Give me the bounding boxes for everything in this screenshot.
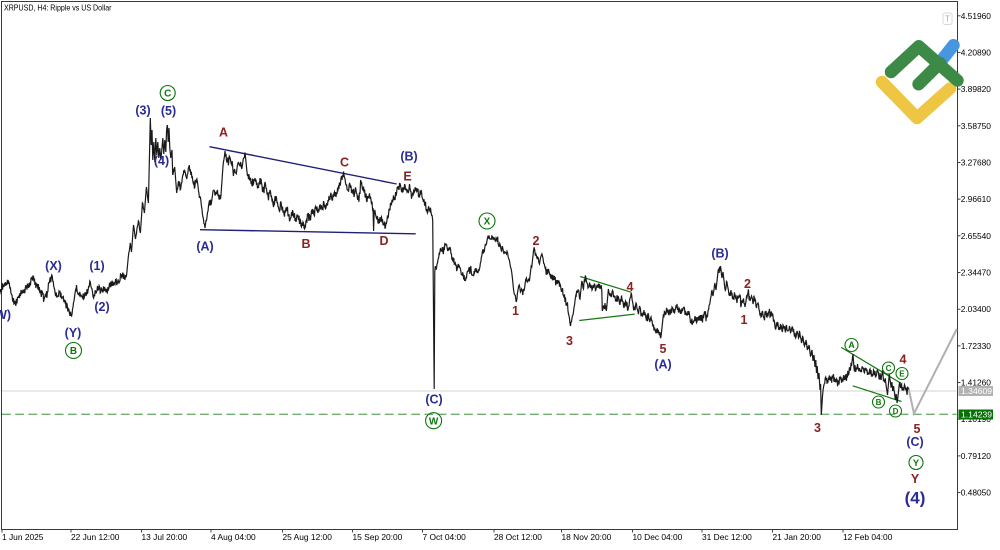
svg-text:(X): (X) [45, 259, 62, 273]
svg-text:28 Oct 12:00: 28 Oct 12:00 [494, 532, 542, 542]
svg-text:B: B [876, 398, 882, 407]
svg-text:1.34609: 1.34609 [961, 386, 992, 396]
svg-text:C: C [886, 364, 892, 373]
svg-text:3.89820: 3.89820 [961, 84, 992, 94]
svg-text:1 Jun 2025: 1 Jun 2025 [2, 532, 44, 542]
svg-text:(B): (B) [400, 150, 417, 164]
svg-text:Y: Y [911, 472, 920, 486]
svg-text:25 Aug 12:00: 25 Aug 12:00 [283, 532, 333, 542]
svg-text:0.79120: 0.79120 [961, 451, 992, 461]
svg-text:E: E [899, 369, 905, 378]
svg-text:2.96610: 2.96610 [961, 194, 992, 204]
svg-text:1: 1 [512, 304, 519, 318]
svg-text:E: E [403, 169, 411, 183]
svg-text:4: 4 [900, 352, 907, 366]
svg-text:2.34470: 2.34470 [961, 268, 992, 278]
svg-text:(Y): (Y) [65, 326, 82, 340]
svg-text:D: D [379, 234, 388, 248]
svg-text:1.41260: 1.41260 [961, 378, 992, 388]
svg-text:D: D [893, 407, 899, 416]
svg-text:(B): (B) [711, 247, 728, 261]
svg-text:7 Oct 04:00: 7 Oct 04:00 [423, 532, 467, 542]
svg-text:0.48050: 0.48050 [961, 488, 992, 498]
svg-text:C: C [164, 89, 171, 100]
svg-text:3.58750: 3.58750 [961, 121, 992, 131]
svg-text:2: 2 [744, 277, 751, 291]
svg-text:31 Dec 12:00: 31 Dec 12:00 [702, 532, 752, 542]
svg-text:(3): (3) [135, 104, 150, 118]
svg-text:3.27680: 3.27680 [961, 158, 992, 168]
svg-text:(4): (4) [905, 489, 926, 508]
svg-text:10 Dec 04:00: 10 Dec 04:00 [633, 532, 683, 542]
svg-text:(W): (W) [0, 308, 11, 322]
svg-text:(C): (C) [906, 435, 923, 449]
svg-text:XRPUSD, H4: Ripple vs US Doll: XRPUSD, H4: Ripple vs US Dollar [4, 3, 112, 13]
svg-text:5: 5 [660, 342, 667, 356]
svg-text:(4): (4) [154, 154, 169, 168]
svg-text:(5): (5) [161, 104, 176, 118]
svg-text:(A): (A) [196, 240, 213, 254]
svg-text:2.65540: 2.65540 [961, 231, 992, 241]
svg-text:5: 5 [914, 422, 921, 436]
svg-text:4 Aug 04:00: 4 Aug 04:00 [211, 532, 256, 542]
svg-text:A: A [219, 125, 228, 139]
svg-text:B: B [70, 346, 77, 357]
svg-text:13 Jul 20:00: 13 Jul 20:00 [142, 532, 188, 542]
svg-text:15 Sep 20:00: 15 Sep 20:00 [353, 532, 403, 542]
svg-text:A: A [848, 340, 855, 350]
svg-text:B: B [301, 237, 310, 251]
svg-text:1.72330: 1.72330 [961, 341, 992, 351]
svg-text:22 Jun 12:00: 22 Jun 12:00 [71, 532, 120, 542]
svg-text:2: 2 [533, 234, 540, 248]
svg-text:X: X [484, 217, 491, 228]
svg-text:(2): (2) [94, 300, 109, 314]
svg-text:2.03400: 2.03400 [961, 304, 992, 314]
svg-text:21 Jan 20:00: 21 Jan 20:00 [773, 532, 822, 542]
svg-text:1.14239: 1.14239 [961, 410, 992, 420]
svg-text:T: T [945, 15, 950, 24]
svg-text:(1): (1) [89, 259, 104, 273]
svg-text:1: 1 [741, 313, 748, 327]
svg-text:W: W [429, 416, 439, 427]
svg-text:Y: Y [913, 458, 920, 469]
svg-text:12 Feb 04:00: 12 Feb 04:00 [843, 532, 893, 542]
svg-text:4.20890: 4.20890 [961, 47, 992, 57]
svg-text:3: 3 [566, 334, 573, 348]
svg-text:18 Nov 20:00: 18 Nov 20:00 [562, 532, 612, 542]
svg-text:4: 4 [627, 280, 634, 294]
svg-text:(A): (A) [654, 358, 671, 372]
svg-text:C: C [340, 155, 349, 169]
svg-text:3: 3 [814, 421, 821, 435]
svg-text:(C): (C) [425, 393, 442, 407]
svg-text:4.51960: 4.51960 [961, 11, 992, 21]
